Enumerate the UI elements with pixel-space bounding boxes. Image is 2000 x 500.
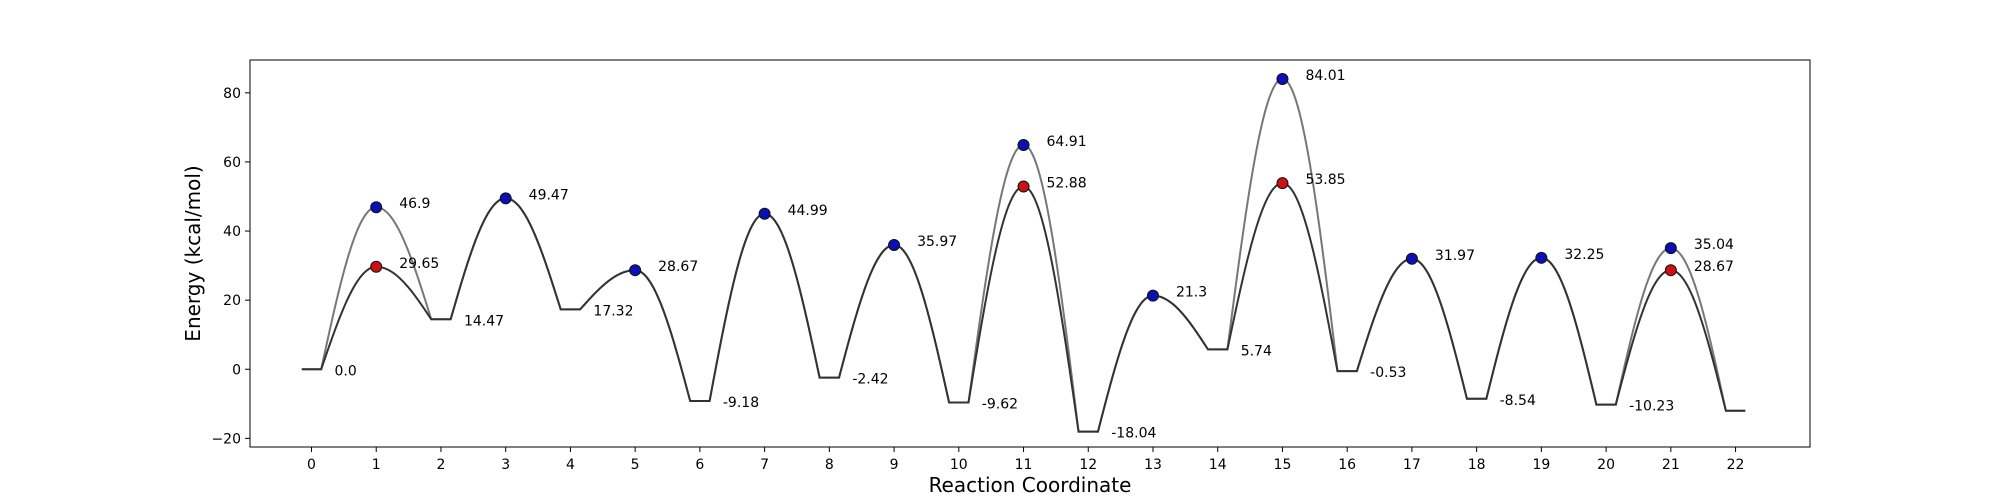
ts-label-a: 35.97: [917, 234, 957, 250]
x-tick-label: 4: [566, 457, 575, 473]
x-tick-label: 7: [760, 457, 769, 473]
x-tick-label: 9: [890, 457, 899, 473]
y-tick-label: 80: [223, 86, 241, 102]
plot-border: [249, 59, 1811, 448]
energy-labels: 46.9 29.65 49.47 28.67 44.99 35.97 64.91 52.88 2…: [334, 68, 1734, 442]
ts-label-a: 32.25: [1564, 247, 1604, 263]
ts-point-a: [370, 201, 383, 214]
intermediate-label: -9.62: [982, 396, 1018, 412]
x-tick-label: 5: [631, 457, 640, 473]
ts-point-a: [1664, 242, 1677, 255]
ts-label-a: 44.99: [788, 203, 828, 219]
ts-label-b: 29.65: [399, 256, 439, 272]
ts-point-b: [1276, 177, 1289, 190]
ts-point-b: [1017, 180, 1030, 193]
x-tick-label: 19: [1532, 457, 1550, 473]
ts-label-a: 31.97: [1435, 248, 1475, 264]
x-tick-label: 21: [1662, 457, 1680, 473]
intermediate-label: -2.42: [852, 372, 888, 388]
x-tick-label: 11: [1015, 457, 1033, 473]
x-tick-label: 20: [1597, 457, 1615, 473]
x-tick-label: 8: [825, 457, 834, 473]
x-tick-label: 13: [1144, 457, 1162, 473]
ts-point-b: [1664, 264, 1677, 277]
x-tick-label: 18: [1468, 457, 1486, 473]
x-tick-label: 22: [1727, 457, 1745, 473]
ts-label-a: 21.3: [1176, 285, 1207, 301]
intermediate-label: 0.0: [334, 363, 356, 379]
y-tick-label: −20: [211, 431, 241, 447]
x-tick-label: 15: [1274, 457, 1292, 473]
ts-point-a: [1405, 252, 1418, 265]
y-tick-label: 0: [232, 362, 241, 378]
x-tick-label: 0: [307, 457, 316, 473]
ts-point-a: [758, 207, 771, 220]
intermediate-label: -9.18: [723, 395, 759, 411]
ts-label-a: 64.91: [1047, 134, 1087, 150]
ts-point-a: [1146, 289, 1159, 302]
y-axis-label: Energy (kcal/mol): [181, 165, 205, 341]
ts-point-a: [629, 264, 642, 277]
intermediate-label: -18.04: [1111, 426, 1156, 442]
y-axis-ticks: −20 0 20 40 60 80: [211, 86, 250, 447]
x-axis-label: Reaction Coordinate: [929, 473, 1132, 497]
intermediate-label: -0.53: [1370, 365, 1406, 381]
energy-curves: [301, 77, 1746, 433]
ts-markers: [370, 72, 1677, 302]
ts-point-a: [1276, 72, 1289, 85]
y-tick-label: 40: [223, 224, 241, 240]
x-axis-ticks: 0 1 2 3 4 5 6 7 8 9 10 11 12 13 14 15 16 17 18 19 20 21 22: [307, 447, 1744, 473]
x-tick-label: 6: [695, 457, 704, 473]
intermediate-label: 5.74: [1241, 343, 1272, 359]
y-tick-label: 20: [223, 293, 241, 309]
ts-point-a: [499, 192, 512, 205]
x-tick-label: 14: [1209, 457, 1227, 473]
x-tick-label: 3: [501, 457, 510, 473]
ts-label-a: 28.67: [658, 259, 698, 275]
x-tick-label: 17: [1403, 457, 1421, 473]
x-tick-label: 1: [372, 457, 381, 473]
y-tick-label: 60: [223, 155, 241, 171]
plot-area: [249, 59, 1811, 448]
ts-point-a: [888, 238, 901, 251]
pathway-a-line: [301, 77, 1746, 433]
x-tick-label: 16: [1338, 457, 1356, 473]
ts-label-a: 49.47: [529, 187, 569, 203]
ts-point-a: [1017, 138, 1030, 151]
ts-label-a: 46.9: [399, 196, 430, 212]
ts-label-a: 35.04: [1694, 237, 1734, 253]
intermediate-label: -10.23: [1629, 399, 1674, 415]
x-tick-label: 12: [1079, 457, 1097, 473]
x-tick-label: 2: [436, 457, 445, 473]
ts-label-b: 28.67: [1694, 259, 1734, 275]
ts-label-b: 52.88: [1047, 176, 1087, 192]
ts-label-b: 53.85: [1305, 172, 1345, 188]
x-tick-label: 10: [950, 457, 968, 473]
ts-point-a: [1535, 251, 1548, 264]
intermediate-label: -8.54: [1500, 393, 1536, 409]
intermediate-label: 17.32: [593, 303, 633, 319]
ts-label-a: 84.01: [1305, 68, 1345, 84]
ts-point-b: [370, 260, 383, 273]
intermediate-label: 14.47: [464, 313, 504, 329]
